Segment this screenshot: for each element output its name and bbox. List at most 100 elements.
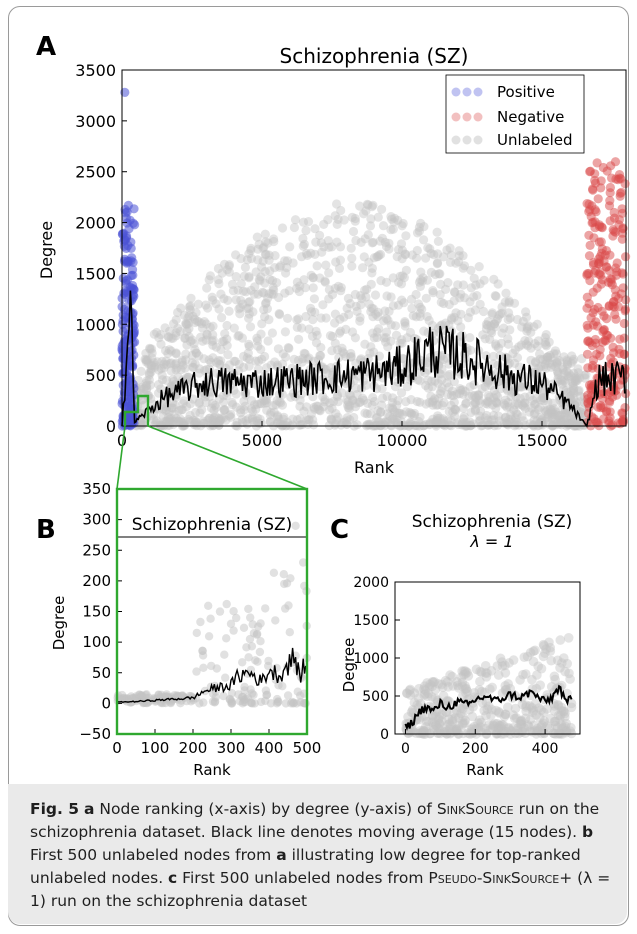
unlabeled-point bbox=[276, 261, 286, 271]
unlabeled-point bbox=[534, 712, 545, 723]
unlabeled-point bbox=[347, 212, 357, 222]
unlabeled-point bbox=[573, 386, 583, 396]
unlabeled-point bbox=[297, 357, 307, 367]
unlabeled-point bbox=[530, 363, 540, 373]
unlabeled-point bbox=[341, 352, 351, 362]
unlabeled-point bbox=[534, 703, 544, 713]
unlabeled-point bbox=[324, 242, 334, 252]
unlabeled-point bbox=[141, 355, 151, 365]
unlabeled-point bbox=[154, 365, 164, 375]
unlabeled-point bbox=[152, 416, 162, 426]
unlabeled-point bbox=[509, 417, 520, 427]
unlabeled-point bbox=[400, 318, 410, 328]
unlabeled-point bbox=[464, 417, 475, 427]
unlabeled-point bbox=[161, 417, 171, 427]
unlabeled-point bbox=[264, 315, 274, 325]
negative-point bbox=[596, 279, 606, 289]
unlabeled-point bbox=[315, 406, 325, 416]
unlabeled-point bbox=[299, 239, 309, 249]
unlabeled-point bbox=[443, 415, 453, 425]
unlabeled-point bbox=[488, 721, 499, 731]
unlabeled-point bbox=[239, 351, 249, 361]
unlabeled-point bbox=[382, 409, 392, 419]
unlabeled-point bbox=[423, 688, 434, 699]
unlabeled-point bbox=[219, 405, 229, 415]
unlabeled-point bbox=[373, 406, 383, 416]
unlabeled-point bbox=[292, 283, 302, 293]
unlabeled-point bbox=[564, 668, 574, 679]
unlabeled-point bbox=[427, 376, 437, 386]
unlabeled-point bbox=[419, 326, 429, 336]
unlabeled-point bbox=[201, 300, 211, 310]
unlabeled-point bbox=[555, 663, 565, 673]
unlabeled-point bbox=[343, 400, 353, 410]
x-tick-label: 500 bbox=[293, 739, 322, 757]
unlabeled-point bbox=[164, 332, 174, 342]
unlabeled-point bbox=[320, 397, 330, 407]
unlabeled-point bbox=[303, 419, 313, 429]
negative-point bbox=[591, 349, 602, 359]
unlabeled-point bbox=[182, 373, 192, 383]
unlabeled-point bbox=[165, 416, 175, 427]
unlabeled-point bbox=[432, 350, 443, 360]
unlabeled-point bbox=[500, 709, 511, 719]
unlabeled-point bbox=[271, 616, 280, 625]
unlabeled-point bbox=[210, 418, 221, 428]
unlabeled-point bbox=[569, 354, 579, 364]
unlabeled-point bbox=[562, 359, 573, 369]
unlabeled-point bbox=[277, 359, 288, 369]
unlabeled-point bbox=[171, 331, 181, 341]
unlabeled-point bbox=[142, 376, 152, 386]
unlabeled-point bbox=[238, 658, 247, 667]
unlabeled-point bbox=[532, 319, 542, 329]
unlabeled-point bbox=[566, 698, 577, 709]
unlabeled-point bbox=[428, 677, 439, 688]
unlabeled-point bbox=[565, 674, 575, 684]
unlabeled-point bbox=[562, 360, 573, 370]
y-tick-label: 1500 bbox=[75, 264, 116, 283]
unlabeled-point bbox=[366, 342, 376, 352]
unlabeled-point bbox=[553, 699, 563, 710]
unlabeled-point bbox=[298, 233, 308, 244]
negative-point bbox=[599, 325, 609, 335]
unlabeled-point bbox=[517, 382, 527, 392]
unlabeled-point bbox=[543, 413, 553, 423]
unlabeled-point bbox=[552, 723, 563, 733]
unlabeled-point bbox=[312, 330, 322, 340]
unlabeled-point bbox=[566, 387, 576, 397]
unlabeled-point bbox=[580, 373, 590, 383]
unlabeled-point bbox=[259, 305, 269, 315]
unlabeled-point bbox=[558, 384, 569, 395]
unlabeled-point bbox=[318, 300, 328, 310]
unlabeled-point bbox=[443, 371, 453, 381]
unlabeled-point bbox=[442, 677, 453, 687]
unlabeled-point bbox=[437, 682, 448, 693]
unlabeled-point bbox=[551, 407, 561, 417]
unlabeled-point bbox=[295, 395, 305, 405]
unlabeled-point bbox=[246, 396, 257, 406]
positive-point bbox=[119, 304, 129, 314]
unlabeled-point bbox=[371, 309, 381, 319]
unlabeled-point bbox=[165, 326, 175, 336]
unlabeled-point bbox=[433, 411, 443, 421]
unlabeled-point bbox=[453, 316, 463, 326]
caption-text-6: + (λ = 1) run on the schizophrenia datas… bbox=[30, 869, 611, 910]
unlabeled-point bbox=[422, 691, 433, 701]
unlabeled-point bbox=[553, 411, 563, 421]
unlabeled-point bbox=[306, 307, 317, 317]
panel-a-moving-average bbox=[121, 290, 626, 428]
unlabeled-point bbox=[437, 375, 447, 385]
unlabeled-point bbox=[216, 289, 226, 299]
unlabeled-point bbox=[336, 326, 346, 336]
unlabeled-point bbox=[433, 400, 443, 410]
unlabeled-point bbox=[216, 413, 227, 423]
unlabeled-point bbox=[194, 364, 204, 374]
unlabeled-point bbox=[435, 413, 445, 423]
unlabeled-point bbox=[493, 343, 504, 353]
unlabeled-point bbox=[361, 380, 371, 390]
unlabeled-point bbox=[271, 400, 281, 410]
unlabeled-point bbox=[410, 408, 420, 419]
unlabeled-point bbox=[397, 221, 407, 231]
unlabeled-point bbox=[554, 356, 564, 366]
unlabeled-point bbox=[186, 336, 196, 346]
